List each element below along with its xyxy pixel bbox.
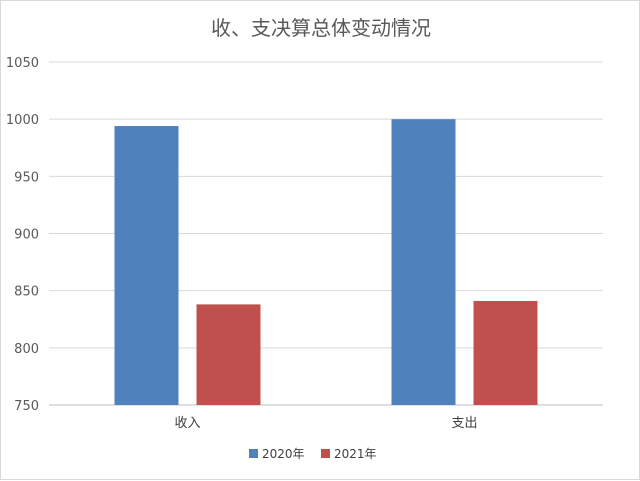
legend-swatch xyxy=(321,449,330,458)
bar-2021年-支出 xyxy=(473,300,538,405)
y-tick-label: 950 xyxy=(14,170,39,185)
y-tick-label: 800 xyxy=(14,342,39,357)
x-category-label: 支出 xyxy=(451,416,477,431)
bars xyxy=(114,119,538,406)
legend-swatch xyxy=(249,449,258,458)
y-tick-label: 900 xyxy=(14,228,39,243)
y-axis-ticks: 750 800 850 900 950 1000 1050 xyxy=(6,56,39,414)
x-axis: 收入 支出 xyxy=(174,416,477,431)
bar-2020年-支出 xyxy=(391,119,456,406)
legend: 2020年 2021年 xyxy=(249,447,377,461)
y-tick-label: 750 xyxy=(14,399,39,414)
bar-2021年-收入 xyxy=(196,304,261,405)
y-tick-label: 1050 xyxy=(6,56,39,71)
chart-title: 收、支决算总体变动情况 xyxy=(211,16,431,40)
legend-label: 2020年 xyxy=(262,447,305,461)
y-tick-label: 1000 xyxy=(6,113,39,128)
bar-2020年-收入 xyxy=(114,126,179,405)
legend-label: 2021年 xyxy=(334,447,377,461)
x-category-label: 收入 xyxy=(174,416,200,431)
y-tick-label: 850 xyxy=(14,285,39,300)
